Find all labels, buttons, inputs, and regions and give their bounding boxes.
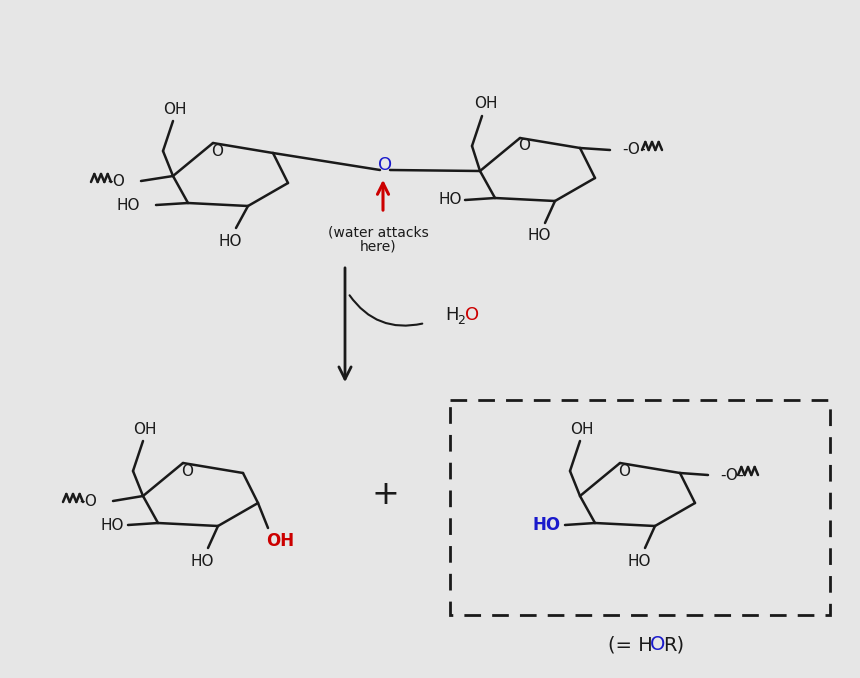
Text: HO: HO xyxy=(627,553,651,568)
Text: R): R) xyxy=(663,635,684,654)
Text: HO: HO xyxy=(101,517,124,532)
Text: HO: HO xyxy=(218,233,242,249)
Text: O: O xyxy=(378,156,392,174)
Text: (water attacks: (water attacks xyxy=(328,226,428,240)
Text: (= H: (= H xyxy=(608,635,653,654)
Text: HO: HO xyxy=(527,228,550,243)
Text: OH: OH xyxy=(474,96,498,111)
Text: +: + xyxy=(371,479,399,511)
Text: H: H xyxy=(445,306,458,324)
Text: -O: -O xyxy=(108,174,125,189)
Text: here): here) xyxy=(359,240,396,254)
Text: -O-: -O- xyxy=(720,468,744,483)
Text: O: O xyxy=(618,464,630,479)
Text: O: O xyxy=(650,635,666,654)
Text: HO: HO xyxy=(439,193,462,207)
Text: 2: 2 xyxy=(457,313,465,327)
Text: OH: OH xyxy=(163,102,187,117)
Text: HO: HO xyxy=(190,553,214,568)
Text: OH: OH xyxy=(266,532,294,550)
Text: O: O xyxy=(465,306,479,324)
Text: OH: OH xyxy=(133,422,157,437)
Text: HO: HO xyxy=(533,516,561,534)
Bar xyxy=(450,400,830,615)
Text: O: O xyxy=(211,144,223,159)
Text: O: O xyxy=(181,464,193,479)
Text: OH: OH xyxy=(570,422,593,437)
Text: -O: -O xyxy=(79,494,97,509)
Text: HO: HO xyxy=(116,197,140,212)
Text: O: O xyxy=(518,138,530,153)
Text: -O-: -O- xyxy=(622,142,646,157)
